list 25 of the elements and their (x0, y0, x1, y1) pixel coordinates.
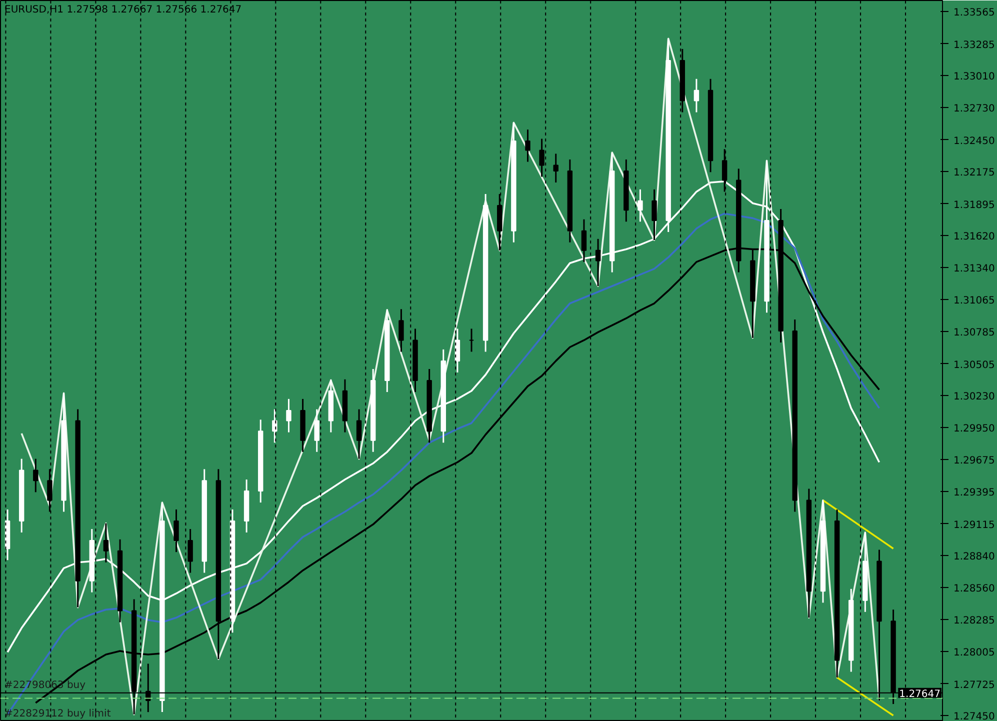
y-tick-label: 1.30785 (954, 328, 995, 339)
y-tick-label: 1.29395 (954, 488, 995, 499)
y-tick-label: 1.30505 (954, 360, 995, 371)
y-tick-label: 1.29115 (954, 520, 995, 531)
y-tick-label: 1.33010 (954, 71, 995, 82)
y-tick-label: 1.32450 (954, 136, 995, 147)
y-tick-label: 1.31340 (954, 264, 995, 275)
y-tick-label: 1.32175 (954, 168, 995, 179)
y-tick-label: 1.27450 (954, 712, 995, 721)
y-tick-label: 1.31065 (954, 295, 995, 306)
y-tick-label: 1.29675 (954, 455, 995, 466)
y-tick-label: 1.32730 (954, 104, 995, 115)
y-tick-label: 1.28560 (954, 584, 995, 595)
y-tick-label: 1.30230 (954, 391, 995, 402)
y-tick-label: 1.28005 (954, 648, 995, 659)
y-tick-label: 1.33285 (954, 40, 995, 51)
chart-title: EURUSD,H1 1.27598 1.27667 1.27566 1.27647 (4, 4, 242, 16)
y-tick-label: 1.28285 (954, 615, 995, 626)
y-tick-label: 1.27725 (954, 680, 995, 691)
ref-line-label: 1.27647 (899, 688, 941, 700)
y-tick-label: 1.29950 (954, 424, 995, 435)
y-tick-label: 1.31620 (954, 231, 995, 242)
y-tick-label: 1.33565 (954, 8, 995, 19)
y-tick-label: 1.28840 (954, 551, 995, 562)
y-tick-label: 1.31895 (954, 200, 995, 211)
